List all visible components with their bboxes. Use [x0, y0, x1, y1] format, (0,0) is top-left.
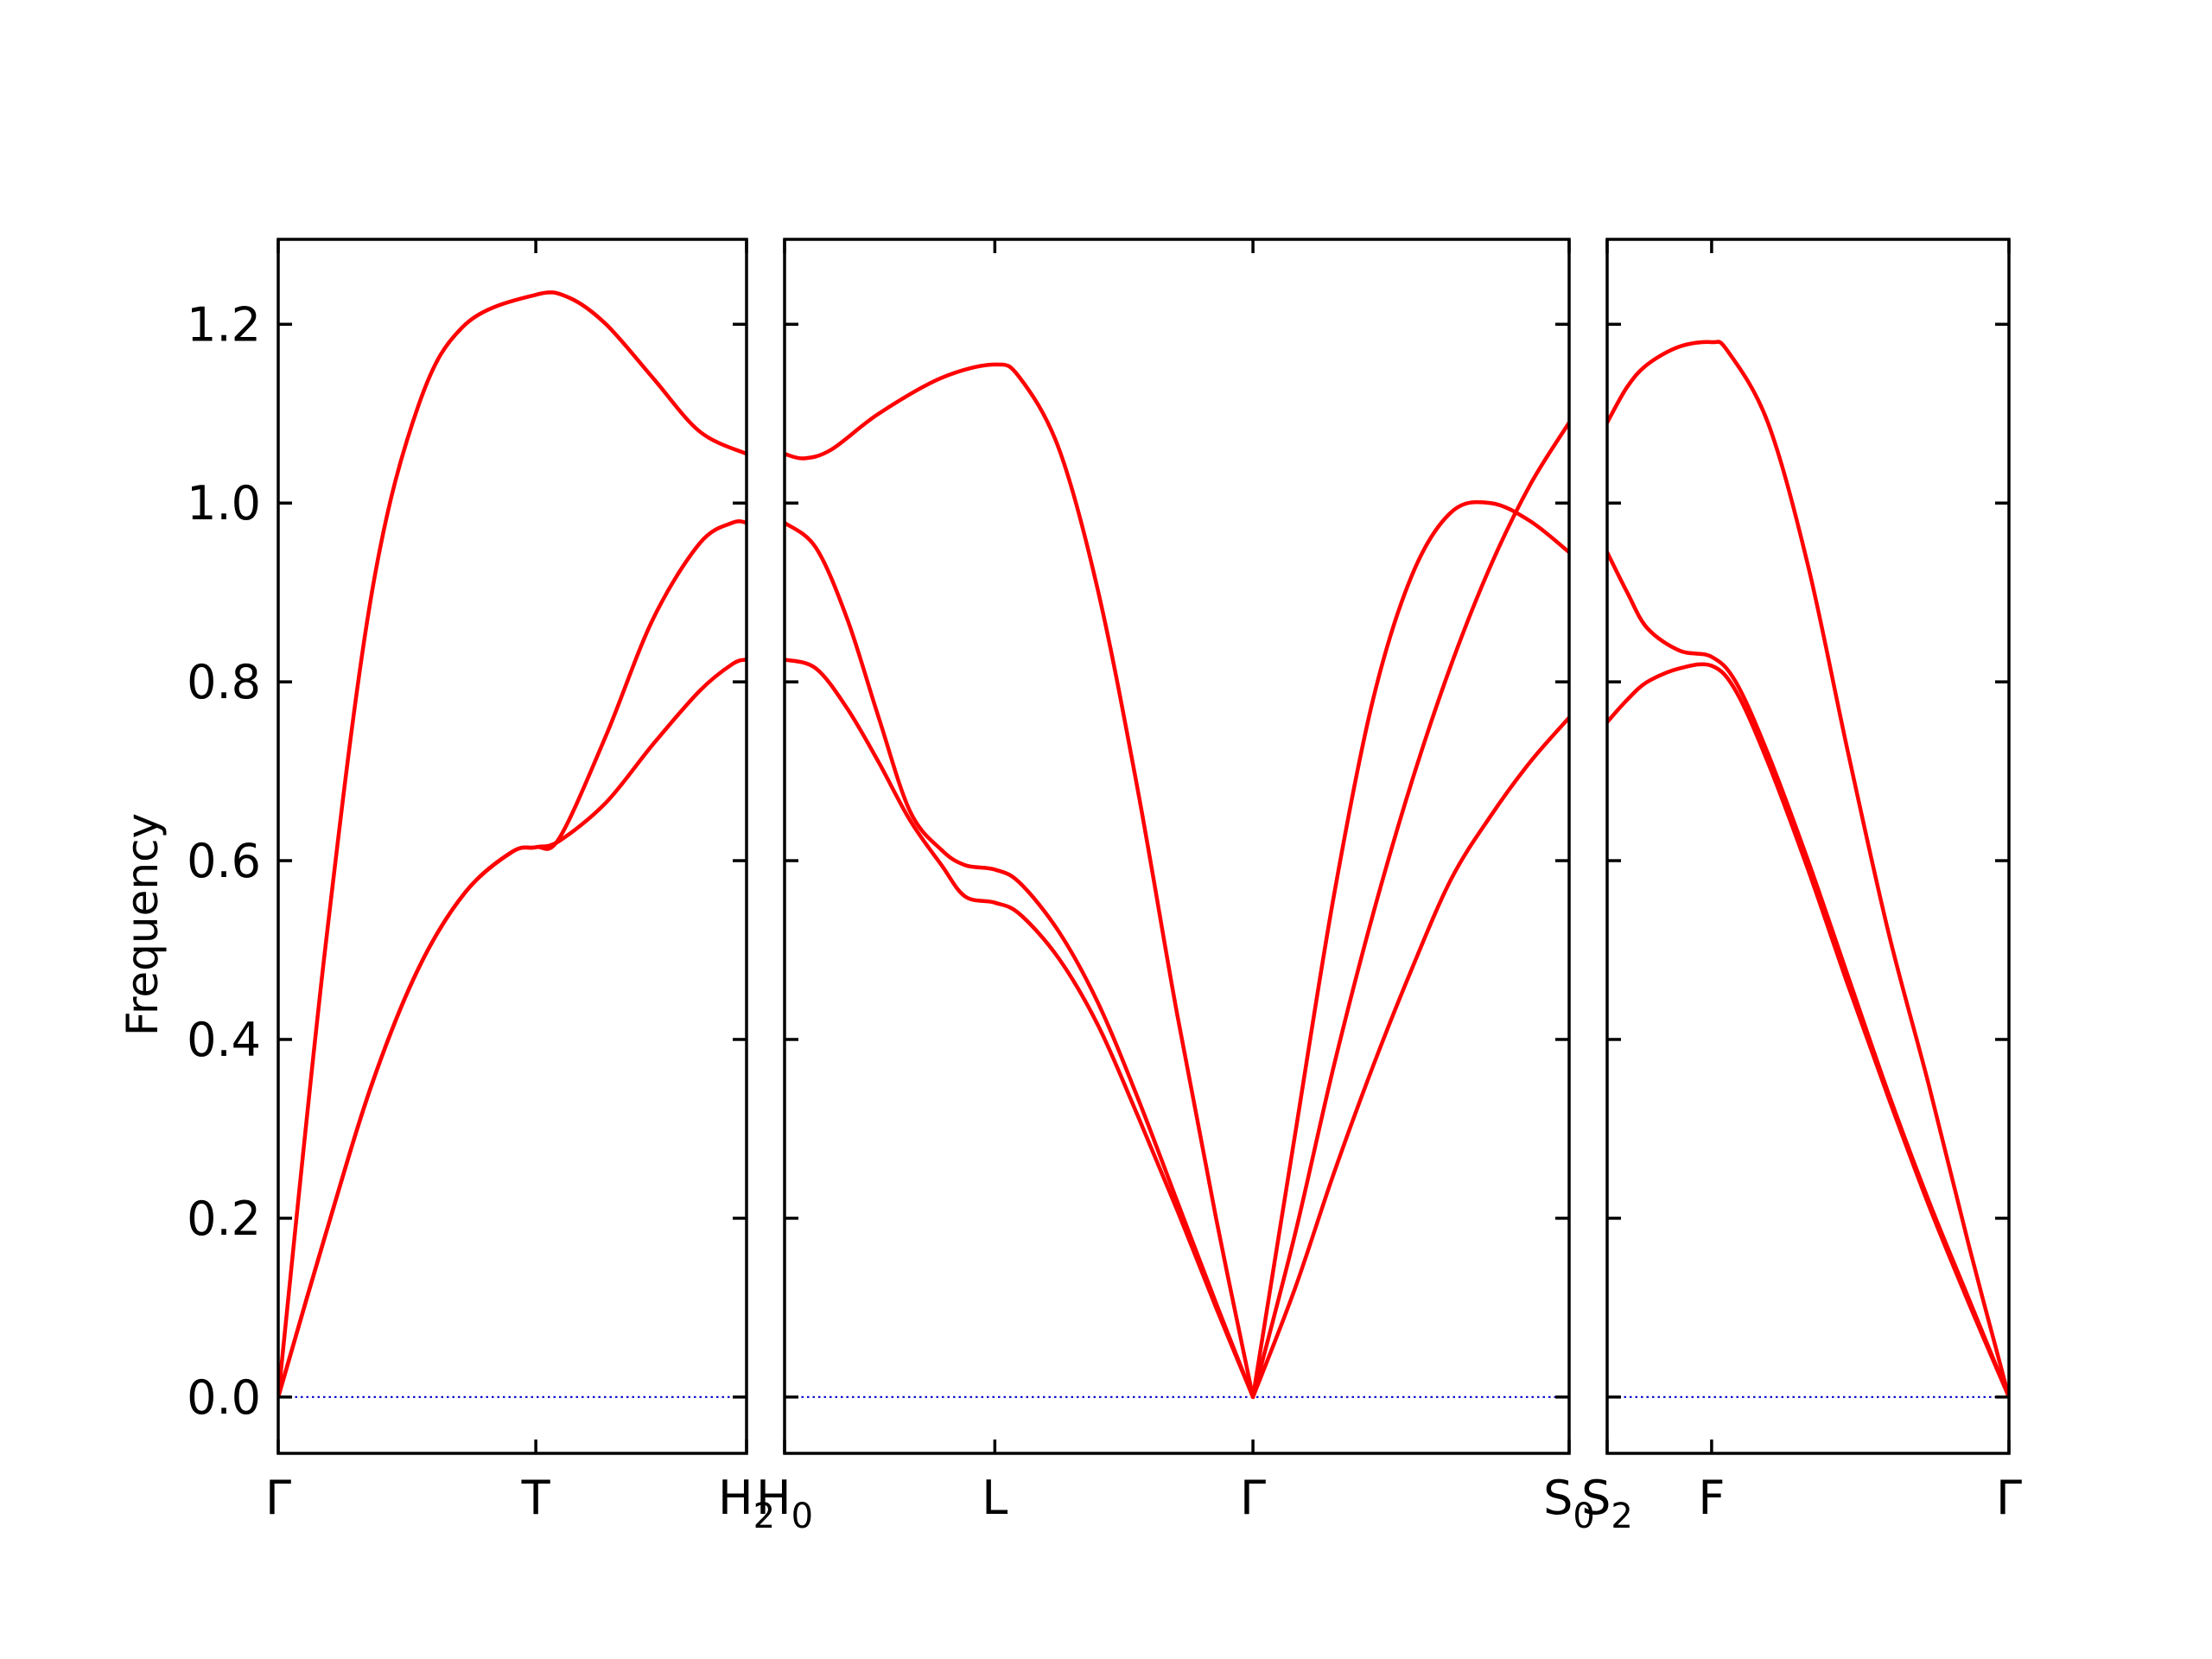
panel-3-frame	[1605, 238, 2011, 1455]
y-tick-label: 0.6	[187, 834, 261, 888]
y-tick-label: 0.4	[187, 1013, 261, 1067]
x-tick-label: F	[1698, 1471, 1725, 1525]
x-tick-label: H0	[756, 1471, 813, 1536]
panel-3-band-2	[1607, 550, 2009, 1400]
panel-1-band-2	[278, 518, 747, 1400]
y-tick-label: 0.0	[187, 1370, 261, 1425]
panel-2-plot-area	[785, 362, 1569, 1400]
panel-1-band-3	[278, 658, 747, 1400]
x-tick-label: L	[982, 1471, 1007, 1525]
panel-1-plot-area	[278, 290, 747, 1400]
y-tick-label: 1.0	[187, 476, 261, 531]
x-tick-label: S0	[1543, 1471, 1595, 1536]
y-tick-label: 1.2	[187, 297, 261, 352]
panel-2-band-5	[1250, 420, 1569, 1400]
x-tick-label: H2	[718, 1471, 775, 1536]
panel-2-band-1	[785, 362, 1255, 1400]
panel-2-frame	[783, 238, 1571, 1455]
panel-1-frame	[276, 238, 748, 1455]
x-tick-label: Γ	[1996, 1471, 2022, 1525]
panel-3-band-1	[1607, 340, 2009, 1400]
panel-1-band-1	[278, 290, 747, 1400]
panel-2-band-6	[1250, 715, 1569, 1400]
bands-layer	[278, 290, 2009, 1400]
y-axis-title: Frequency	[118, 813, 168, 1036]
x-tick-label: Γ	[265, 1471, 291, 1525]
frames-layer	[276, 238, 2011, 1455]
x-tick-label: T	[521, 1471, 551, 1525]
x-tick-label: S2	[1581, 1471, 1633, 1536]
panel-2-band-3	[785, 658, 1255, 1400]
y-tick-label: 0.8	[187, 655, 261, 709]
panel-3-plot-area	[1607, 340, 2009, 1400]
panel-2-band-2	[785, 520, 1255, 1400]
y-tick-label: 0.2	[187, 1192, 261, 1246]
panel-3-band-3	[1607, 662, 2009, 1400]
x-tick-label: Γ	[1240, 1471, 1266, 1525]
panel-2-band-4	[1250, 499, 1569, 1400]
